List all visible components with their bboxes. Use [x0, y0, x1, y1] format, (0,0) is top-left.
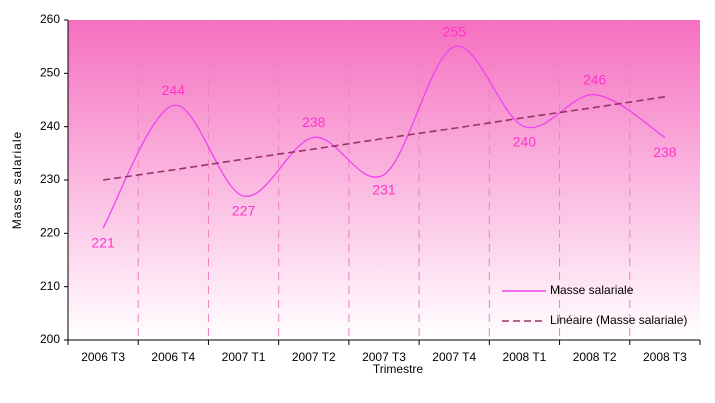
x-tick-label: 2007 T3	[362, 350, 406, 364]
x-tick-label: 2006 T3	[81, 350, 125, 364]
y-tick-label: 260	[40, 12, 60, 26]
data-label: 238	[302, 114, 326, 130]
data-label: 221	[91, 235, 115, 251]
trend-line	[102, 96, 666, 181]
data-label: 227	[232, 203, 256, 219]
y-tick-label: 230	[40, 172, 60, 186]
data-label: 231	[372, 181, 396, 197]
legend-label: Masse salariale	[550, 283, 634, 297]
y-tick-label: 240	[40, 119, 60, 133]
x-tick-label: 2008 T3	[643, 350, 687, 364]
y-axis-label: Masse salariale	[10, 131, 24, 229]
legend-label: Linéaire (Masse salariale)	[550, 313, 687, 327]
y-tick-label: 250	[40, 66, 60, 80]
series-line	[102, 45, 666, 229]
x-tick-label: 2008 T2	[573, 350, 617, 364]
data-label: 238	[653, 144, 677, 160]
data-label: 255	[443, 23, 467, 39]
x-tick-label: 2007 T4	[432, 350, 476, 364]
x-tick-label: 2008 T1	[503, 350, 547, 364]
data-label: 244	[162, 82, 186, 98]
plot-area	[68, 20, 700, 340]
x-tick-label: 2007 T2	[292, 350, 336, 364]
x-tick-label: 2006 T4	[151, 350, 195, 364]
y-tick-label: 220	[40, 226, 60, 240]
x-tick-label: 2007 T1	[222, 350, 266, 364]
y-tick-label: 210	[40, 279, 60, 293]
data-label: 240	[513, 133, 537, 149]
y-tick-label: 200	[40, 332, 60, 346]
x-axis-label: Trimestre	[373, 362, 424, 376]
data-label: 246	[583, 71, 607, 87]
